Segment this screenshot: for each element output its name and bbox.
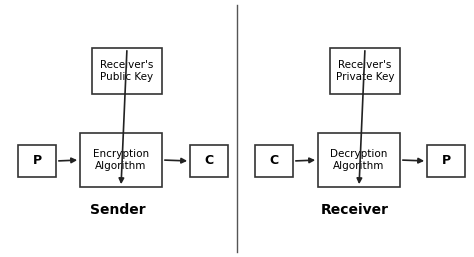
Bar (190, 145, 228, 177)
Text: Receiver's
Private Key: Receiver's Private Key (336, 60, 394, 82)
Text: Receiver: Receiver (321, 203, 389, 217)
Bar (92, 48, 162, 94)
Bar (318, 133, 400, 187)
Text: C: C (269, 154, 279, 168)
Text: Receiver's
Public Key: Receiver's Public Key (100, 60, 154, 82)
Text: C: C (204, 154, 214, 168)
Text: Sender: Sender (90, 203, 146, 217)
Text: P: P (32, 154, 42, 168)
Bar (80, 133, 162, 187)
Bar (18, 145, 56, 177)
Text: Decryption
Algorithm: Decryption Algorithm (330, 149, 388, 171)
Bar (427, 145, 465, 177)
Text: P: P (441, 154, 451, 168)
Text: Encryption
Algorithm: Encryption Algorithm (93, 149, 149, 171)
Bar (255, 145, 293, 177)
Bar (330, 48, 400, 94)
